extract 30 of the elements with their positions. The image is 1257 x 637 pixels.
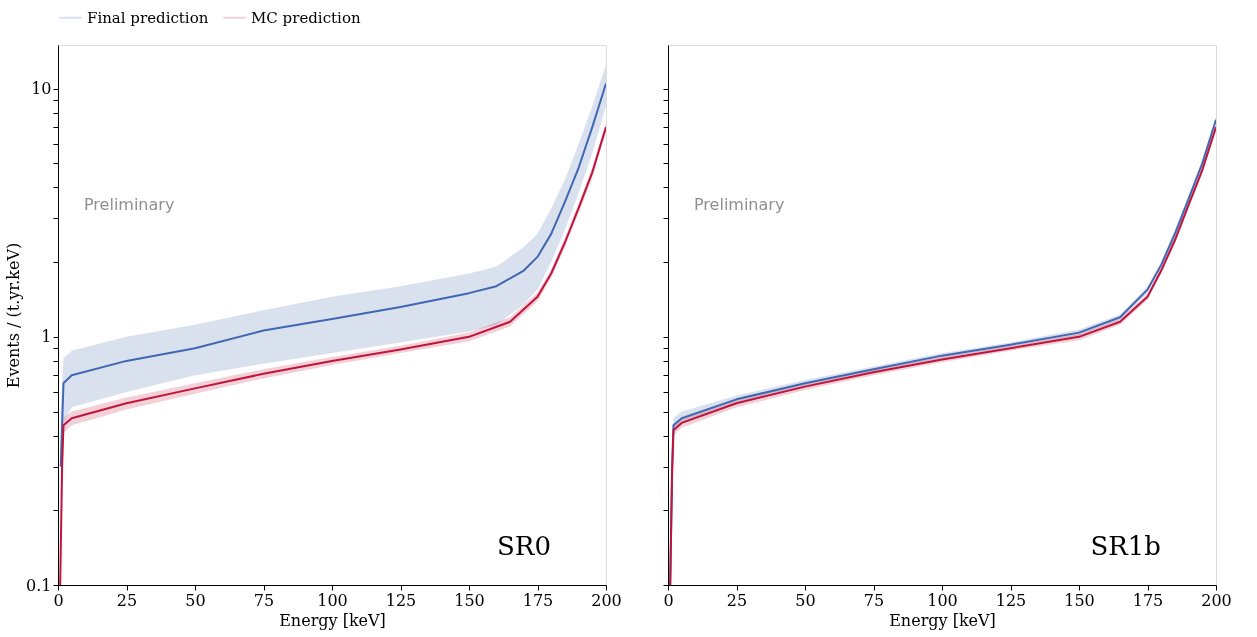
x-axis-title: Energy [keV] <box>279 610 386 630</box>
x-tick-label: 200 <box>1201 590 1232 610</box>
x-tick-label: 50 <box>185 590 206 610</box>
x-tick-label: 75 <box>863 590 885 610</box>
x-tick-label: 150 <box>1064 590 1095 610</box>
x-tick-label: 100 <box>317 590 348 610</box>
x-tick-label: 175 <box>1132 590 1164 610</box>
x-tick-label: 50 <box>795 590 816 610</box>
x-tick-label: 200 <box>591 590 622 610</box>
legend-label: Final prediction <box>87 8 209 27</box>
x-tick-label: 25 <box>726 590 748 610</box>
annotation: Preliminary <box>84 195 175 214</box>
y-tick-label: 0.1 <box>26 575 52 595</box>
y-tick-label: 10 <box>31 79 52 99</box>
x-tick-label: 125 <box>995 590 1027 610</box>
x-tick-label: 0 <box>53 590 64 610</box>
x-tick-label: 0 <box>663 590 674 610</box>
annotation: SR0 <box>497 531 551 561</box>
annotation: Preliminary <box>694 195 785 214</box>
legend-label: MC prediction <box>251 8 361 27</box>
y-axis-title: Events / (t.yr.keV) <box>4 242 24 389</box>
x-tick-label: 25 <box>116 590 138 610</box>
x-tick-label: 75 <box>253 590 275 610</box>
x-tick-label: 100 <box>927 590 958 610</box>
x-tick-label: 125 <box>385 590 417 610</box>
y-tick-label: 1 <box>41 327 52 347</box>
annotation: SR1b <box>1090 531 1161 561</box>
x-tick-label: 150 <box>454 590 485 610</box>
x-tick-label: 175 <box>522 590 554 610</box>
x-axis-title: Energy [keV] <box>889 610 996 630</box>
